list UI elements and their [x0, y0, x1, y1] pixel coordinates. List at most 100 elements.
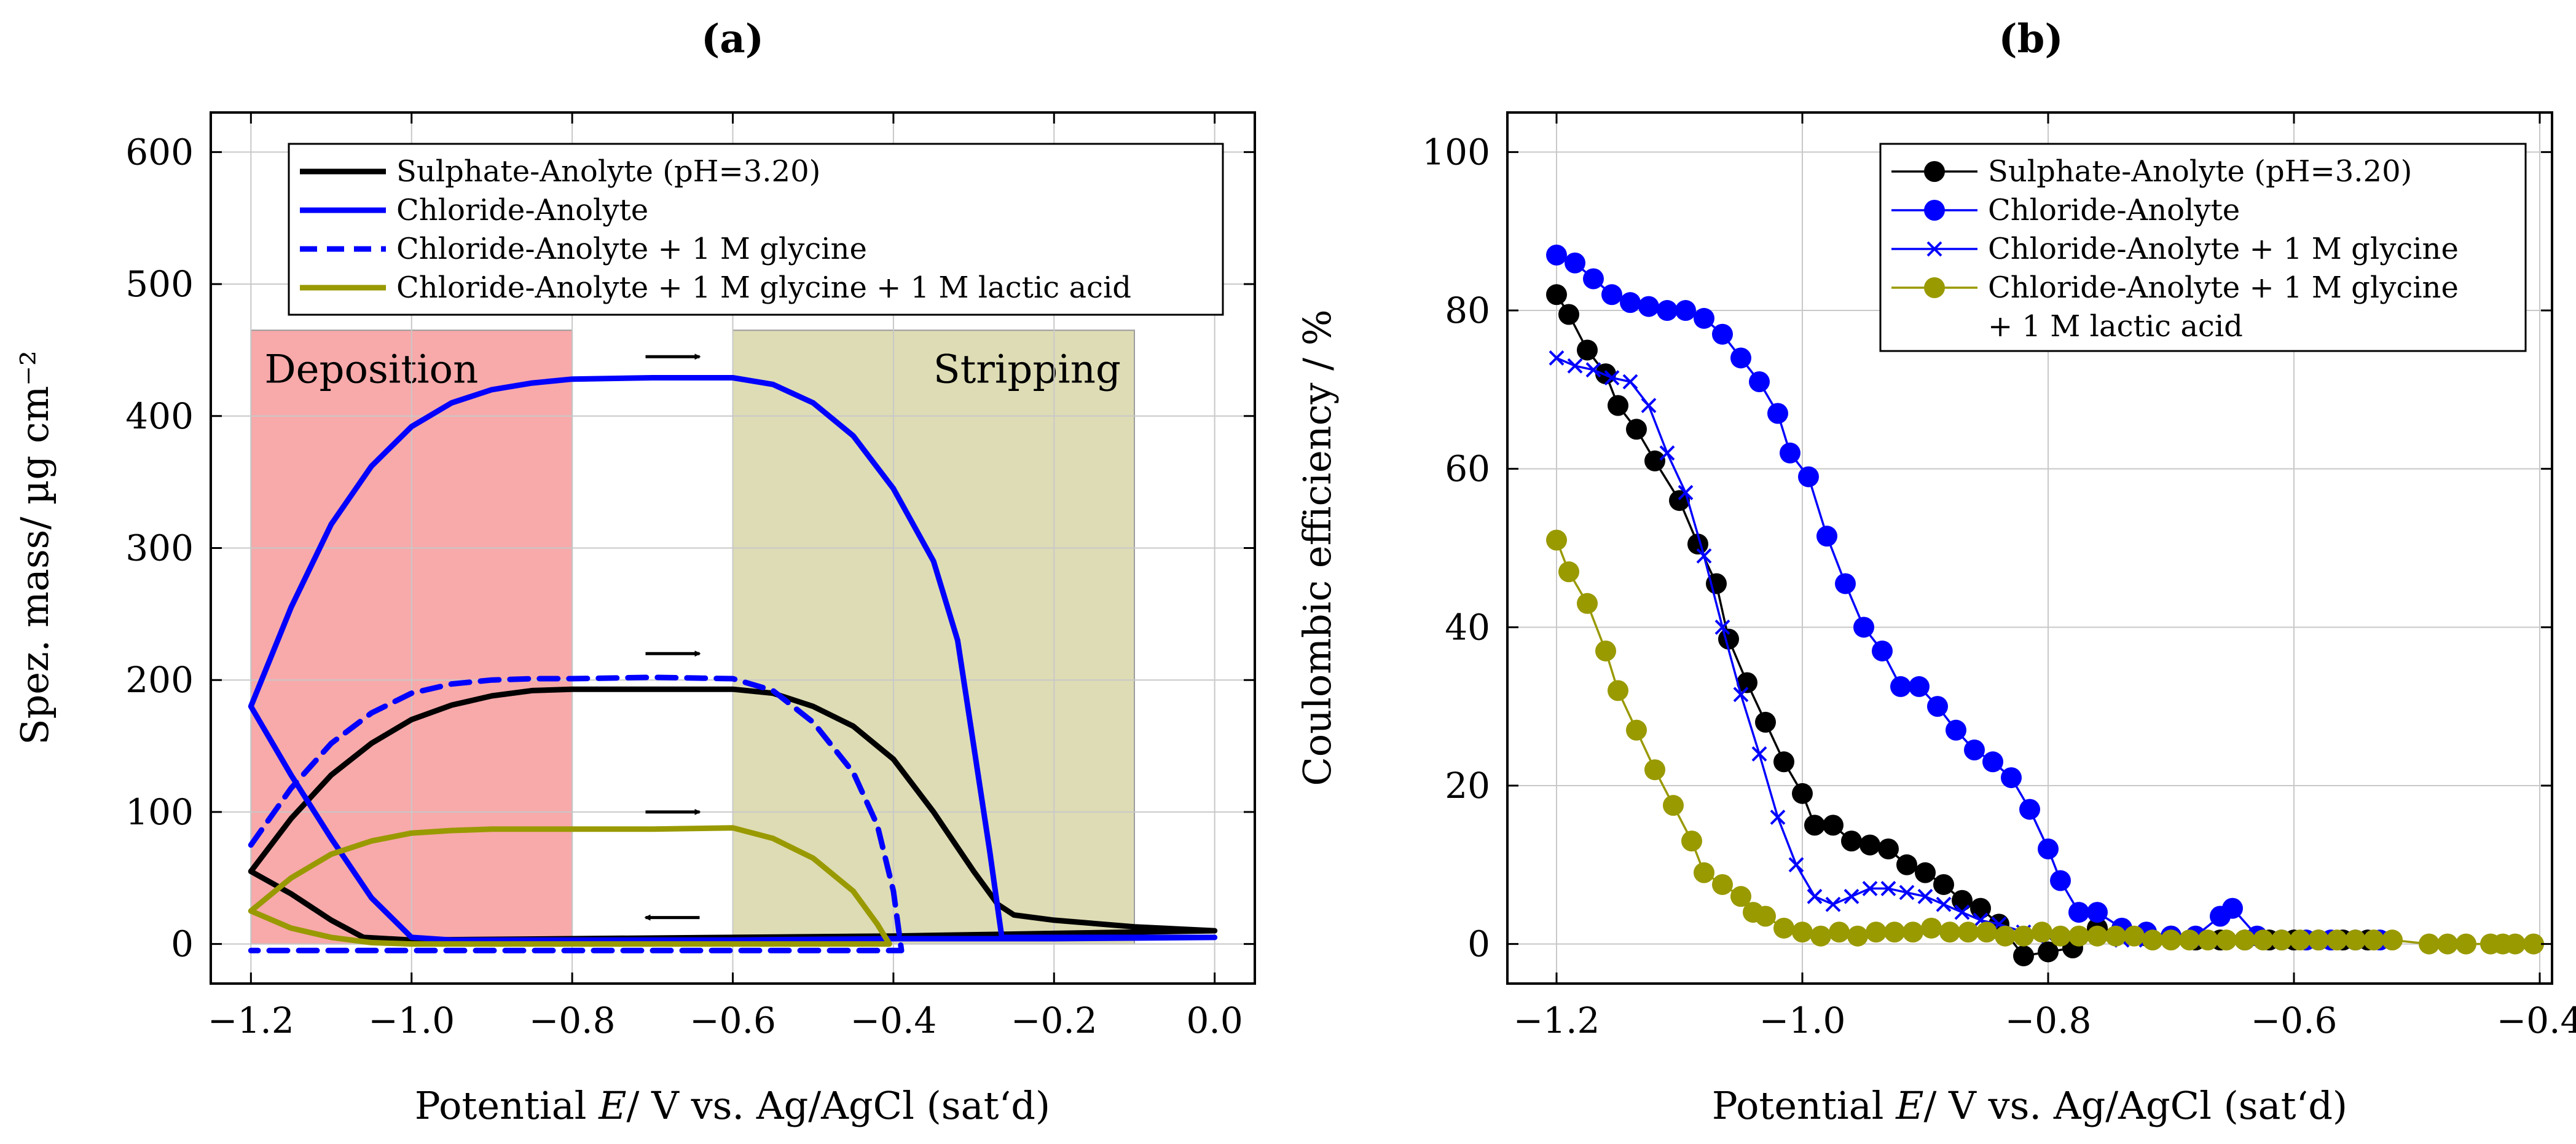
series-b-1-point	[1780, 442, 1800, 464]
series-b-0-point	[1773, 751, 1794, 773]
series-b-0-point	[2038, 941, 2059, 963]
series-b-3-point	[2032, 921, 2052, 943]
series-b-2-point	[1641, 398, 1657, 414]
series-b-0-point	[1878, 838, 1899, 860]
b-xtick-label: −0.8	[2005, 1000, 2092, 1041]
series-b-3-point	[2382, 929, 2403, 951]
series-b-0-point	[1952, 890, 1973, 911]
legend-b-label: Chloride-Anolyte + 1 M glycine + 1 M lact…	[1988, 270, 2459, 344]
series-b-3-line	[1555, 539, 2534, 945]
series-b-1-point	[1816, 526, 1837, 547]
legend-b-marker	[1924, 277, 1945, 298]
series-b-3-point	[1847, 925, 1868, 947]
series-a-2-line	[248, 674, 905, 953]
legend-b-marker	[1924, 161, 1945, 182]
series-b-2-point	[1844, 888, 1859, 904]
series-b-3-point	[2363, 929, 2384, 951]
a-ytick-label: 600	[125, 131, 194, 173]
series-b-3-point	[2505, 933, 2526, 955]
series-b-1-point	[1909, 676, 1930, 697]
series-b-3-point	[2523, 933, 2544, 955]
a-xtick-label: −1.2	[208, 1000, 294, 1041]
series-b-0-point	[1841, 830, 1862, 852]
series-b-3-point	[1626, 719, 1647, 741]
a-ytick-label: 400	[125, 395, 194, 437]
b-ytick-label: 60	[1445, 448, 1490, 490]
series-b-3-point	[1644, 759, 1665, 781]
chart-b-xlabel: Potential E/ V vs. Ag/AgCl (sat‘d)	[1712, 1083, 2347, 1128]
series-b-1-point	[1835, 573, 1856, 594]
series-b-2-point	[1714, 619, 1730, 635]
series-b-2-point	[1659, 445, 1675, 461]
a-ytick-label: 100	[125, 791, 194, 833]
series-b-0-point	[1896, 854, 1917, 875]
series-b-1-point	[1982, 751, 2003, 773]
series-b-3-point	[1939, 921, 1960, 943]
series-b-2-point	[1807, 888, 1823, 904]
a-ytick-label: 200	[125, 659, 194, 701]
series-b-3-point	[1958, 921, 1979, 943]
series-b-1-point	[1872, 640, 1893, 661]
series-b-0-point	[1737, 672, 1757, 693]
series-b-3-point	[1755, 905, 1776, 927]
b-ytick-label: 80	[1445, 290, 1490, 331]
series-b-1-point	[1730, 347, 1751, 369]
series-b-2-point	[1549, 350, 1565, 366]
series-b-1-point	[1798, 466, 1819, 487]
series-b-0-point	[1859, 834, 1880, 856]
series-b-1-point	[2050, 870, 2071, 891]
series-b-3-point	[1730, 886, 1751, 907]
b-xtick-label: −1.0	[1759, 1000, 1846, 1041]
series-b-2-point	[1825, 896, 1841, 912]
series-b-1-point	[1583, 268, 1604, 290]
series-b-3-point	[2216, 929, 2237, 951]
series-b-1-point	[1749, 371, 1770, 392]
series-b-1-point	[1601, 284, 1622, 306]
series-b-3-point	[2327, 929, 2347, 951]
series-b-1-point	[1946, 719, 1966, 741]
series-b-3-point	[2456, 933, 2476, 955]
series-b-1-point	[1565, 252, 1585, 274]
series-b-3-point	[2050, 925, 2071, 947]
series-b-3-point	[1921, 917, 1942, 939]
b-xtick-label: −0.4	[2497, 1000, 2576, 1041]
series-b-2-point	[1788, 857, 1804, 873]
series-b-3-point	[2179, 929, 2200, 951]
legend-b-label: Chloride-Anolyte	[1988, 193, 2240, 227]
series-b-3-point	[2013, 925, 2034, 947]
series-b-1-point	[2038, 838, 2059, 860]
legend-b-label: Sulphate-Anolyte (pH=3.20)	[1988, 154, 2412, 189]
series-b-2-point	[1585, 362, 1601, 378]
series-b-1-point	[2019, 799, 2040, 820]
series-b-3-point	[1577, 593, 1598, 614]
series-b-1-point	[1546, 244, 1567, 266]
series-b-2-point	[1936, 896, 1952, 912]
series-b-0-point	[1546, 284, 1567, 306]
series-b-3-point	[1694, 862, 1714, 883]
chart-a-ylabel: Spez. mass/ µg cm⁻²	[12, 350, 57, 745]
series-b-0-point	[1970, 897, 1991, 919]
series-b-1-point	[2087, 902, 2108, 923]
a-xtick-label: 0.0	[1187, 1000, 1243, 1041]
series-b-2-line	[1556, 357, 2343, 941]
series-b-3-point	[1681, 830, 1702, 852]
b-ytick-label: 40	[1445, 606, 1490, 648]
series-b-2-point	[1604, 370, 1620, 385]
chart-a: Deposition Stripping −1.2 −1.0 −0.8 −0.6 −0.4…	[12, 111, 1256, 1128]
series-b-2-point	[1770, 810, 1786, 825]
series-b-1-point	[1638, 296, 1659, 317]
series-b-0-point	[1608, 395, 1628, 416]
series-b-3-point	[2290, 929, 2311, 951]
series-b-1-point	[1657, 300, 1678, 322]
a-ytick-label: 0	[171, 923, 194, 965]
series-b-1-point	[1767, 403, 1788, 424]
series-b-2-point	[1880, 881, 1896, 896]
legend-a-label: Sulphate-Anolyte (pH=3.20)	[396, 154, 820, 189]
series-b-0-point	[1792, 783, 1813, 804]
series-b-3-point	[1608, 680, 1628, 701]
region-label-deposition: Deposition	[264, 347, 478, 392]
series-b-3-point	[1810, 925, 1831, 947]
region-stripping	[732, 329, 1135, 945]
series-b-3-point	[1595, 640, 1616, 661]
